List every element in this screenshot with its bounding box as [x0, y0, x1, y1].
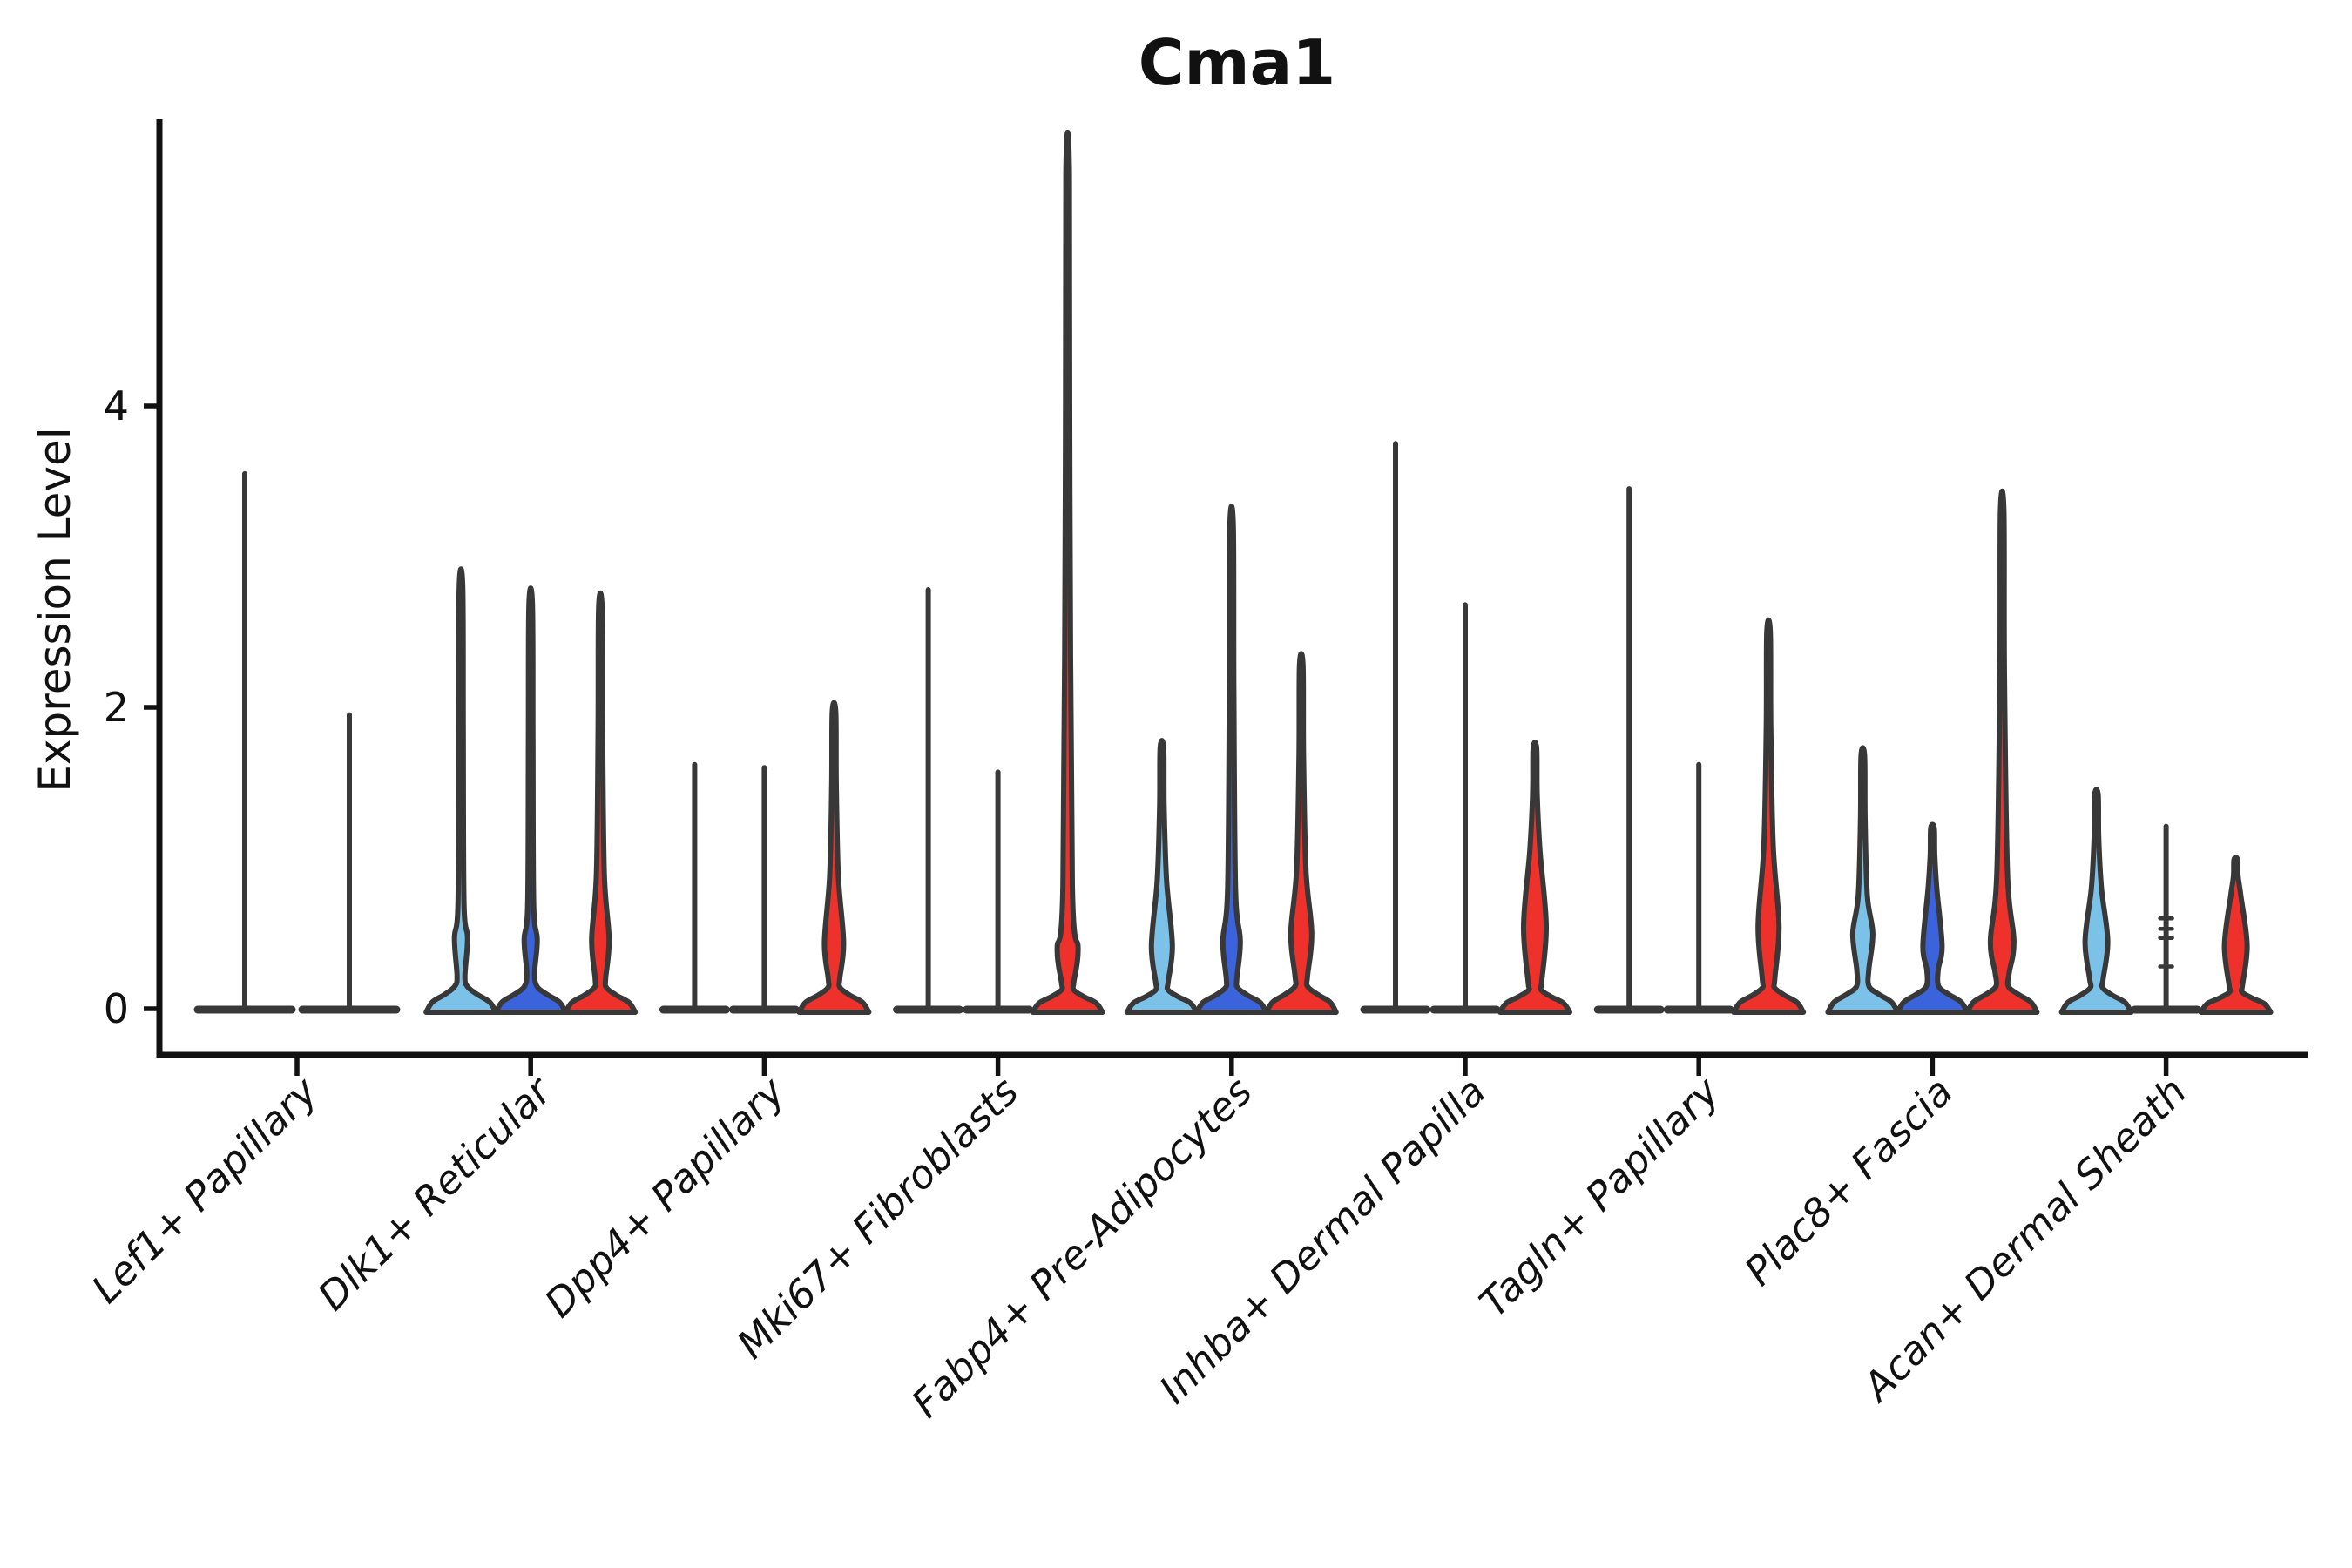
violin	[1497, 740, 1572, 1015]
violin	[2058, 787, 2134, 1015]
violin	[2198, 855, 2274, 1015]
violin	[1030, 129, 1105, 1015]
category-label: Dpp4+ Papillary	[536, 1067, 794, 1326]
violin	[1825, 745, 1901, 1015]
violins-layer	[193, 129, 2274, 1015]
violin	[1124, 738, 1200, 1015]
y-axis-label: Expression Level	[30, 427, 80, 792]
violin	[796, 700, 872, 1015]
axes	[144, 119, 2308, 1076]
violin	[1731, 617, 1807, 1015]
violin	[493, 585, 569, 1015]
violin	[563, 590, 639, 1015]
category-label: Lef1+ Papillary	[83, 1067, 328, 1312]
category-label: Dlk1+ Reticular	[309, 1067, 562, 1320]
plot-title: Cma1	[1139, 26, 1336, 99]
y-tick-label: 0	[104, 985, 129, 1032]
violin	[1964, 489, 2040, 1015]
violin	[1263, 651, 1339, 1015]
violin	[423, 566, 499, 1015]
category-label: Plac8+ Fascia	[1735, 1068, 1962, 1294]
violin	[1193, 504, 1269, 1015]
y-tick-label: 4	[104, 382, 129, 429]
y-tick-label: 2	[104, 684, 129, 731]
violin	[1895, 821, 1970, 1015]
y-tick-labels: 0 2 4	[104, 382, 129, 1032]
category-label: Tagln+ Papillary	[1470, 1067, 1729, 1326]
